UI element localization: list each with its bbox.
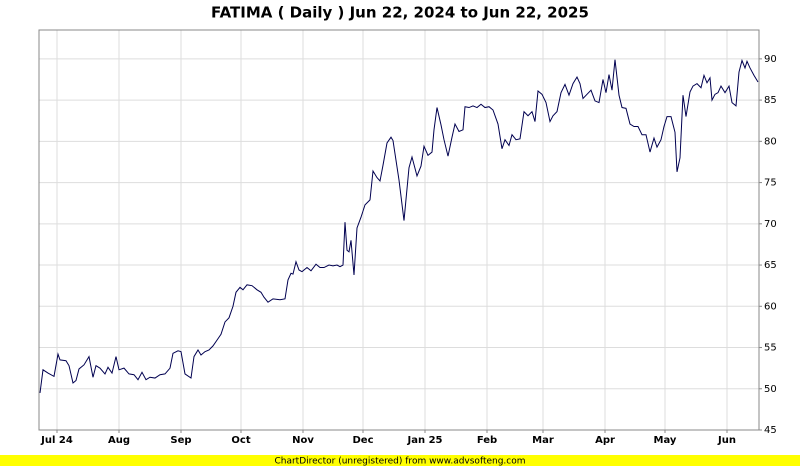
y-tick-label: 50 [764, 384, 777, 395]
x-tick-label: Sep [170, 435, 191, 446]
plot-border [38, 29, 760, 431]
x-tick-label: Nov [292, 435, 314, 446]
x-tick-label: Jun [717, 435, 736, 446]
y-tick-label: 90 [764, 54, 777, 65]
x-tick-label: Mar [532, 435, 554, 446]
y-tick-label: 45 [764, 425, 777, 436]
y-tick-label: 70 [764, 219, 777, 230]
x-tick-label: Jan 25 [407, 435, 443, 446]
x-tick-label: May [654, 435, 677, 446]
y-tick-label: 65 [764, 260, 777, 271]
y-tick-label: 85 [764, 95, 777, 106]
x-tick-label: Feb [477, 435, 497, 446]
y-tick-label: 75 [764, 178, 777, 189]
y-tick-label: 80 [764, 136, 777, 147]
y-tick-label: 60 [764, 301, 777, 312]
chart-title: FATIMA ( Daily ) Jun 22, 2024 to Jun 22,… [211, 4, 589, 22]
x-tick-label: Oct [231, 435, 250, 446]
price-line [39, 58, 759, 393]
y-tick-label: 55 [764, 343, 777, 354]
footer-bar [0, 455, 800, 466]
footer: ChartDirector (unregistered) from www.ad… [274, 457, 525, 466]
x-tick-label: Jul 24 [40, 435, 73, 446]
plot-area [38, 29, 760, 431]
x-tick-label: Dec [352, 435, 373, 446]
x-tick-label: Apr [595, 435, 615, 446]
x-tick-label: Aug [108, 435, 130, 446]
